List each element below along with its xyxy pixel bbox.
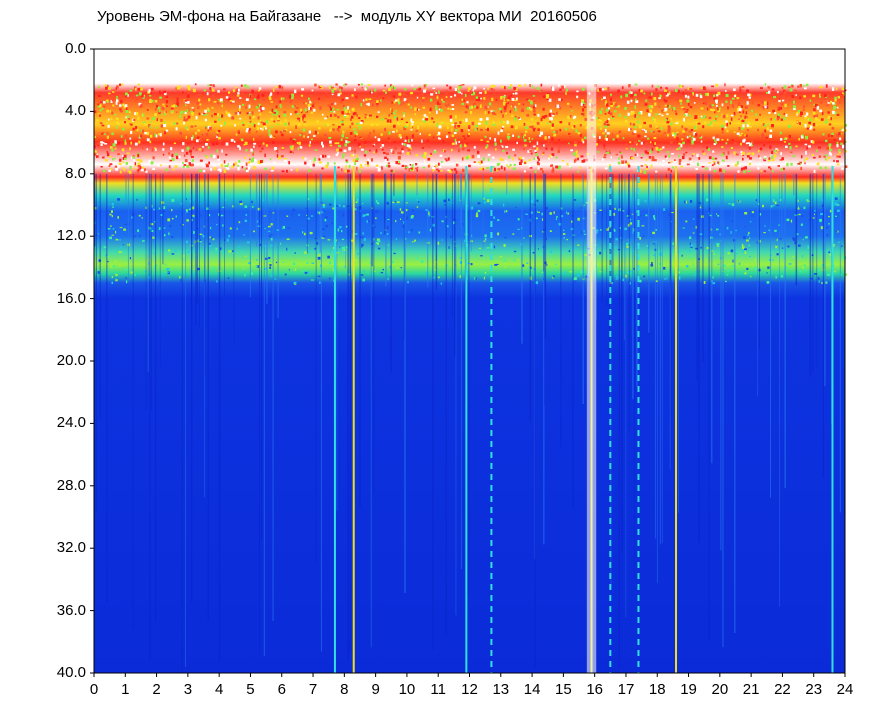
x-tick-label: 5 [246,681,255,698]
x-tick-label: 21 [742,681,760,698]
x-tick-label: 2 [152,681,161,698]
y-tick-label: 4.0 [65,102,86,120]
y-tick-label: 16.0 [56,289,86,307]
x-tick-label: 22 [774,681,791,698]
y-tick-label: 8.0 [65,164,86,182]
x-tick-label: 20 [711,681,729,698]
x-tick-label: 8 [340,681,349,698]
x-tick-label: 1 [121,681,130,698]
y-tick-label: 36.0 [56,601,86,619]
x-tick-label: 19 [680,681,697,698]
x-tick-label: 10 [398,681,416,698]
x-tick-label: 14 [523,681,541,698]
y-tick-label: 0.0 [65,40,86,57]
chart-title: Уровень ЭМ-фона на Байгазане --> модуль … [97,8,597,25]
x-tick-label: 0 [89,681,99,698]
x-tick-label: 15 [555,681,572,698]
y-tick-label: 20.0 [56,352,86,369]
x-tick-label: 3 [183,681,193,698]
data-gap-band [586,49,597,673]
x-tick-label: 17 [617,681,635,698]
x-tick-label: 23 [805,681,823,698]
spectrogram-speckle [94,83,848,285]
x-tick-label: 18 [648,681,666,698]
x-tick-label: 16 [586,681,603,698]
x-tick-label: 12 [461,681,478,698]
x-tick-label: 9 [371,681,380,698]
x-tick-label: 13 [492,681,510,698]
y-tick-label: 12.0 [56,227,86,245]
y-tick-label: 32.0 [56,539,86,557]
x-tick-label: 11 [430,681,446,698]
y-tick-label: 28.0 [56,476,86,494]
x-tick-label: 4 [214,681,224,698]
x-tick-label: 24 [836,681,854,698]
x-tick-label: 7 [308,681,318,698]
y-tick-label: 40.0 [56,664,86,681]
x-tick-label: 6 [277,681,286,698]
y-tick-label: 24.0 [56,414,86,432]
spectrogram-background [94,49,845,673]
